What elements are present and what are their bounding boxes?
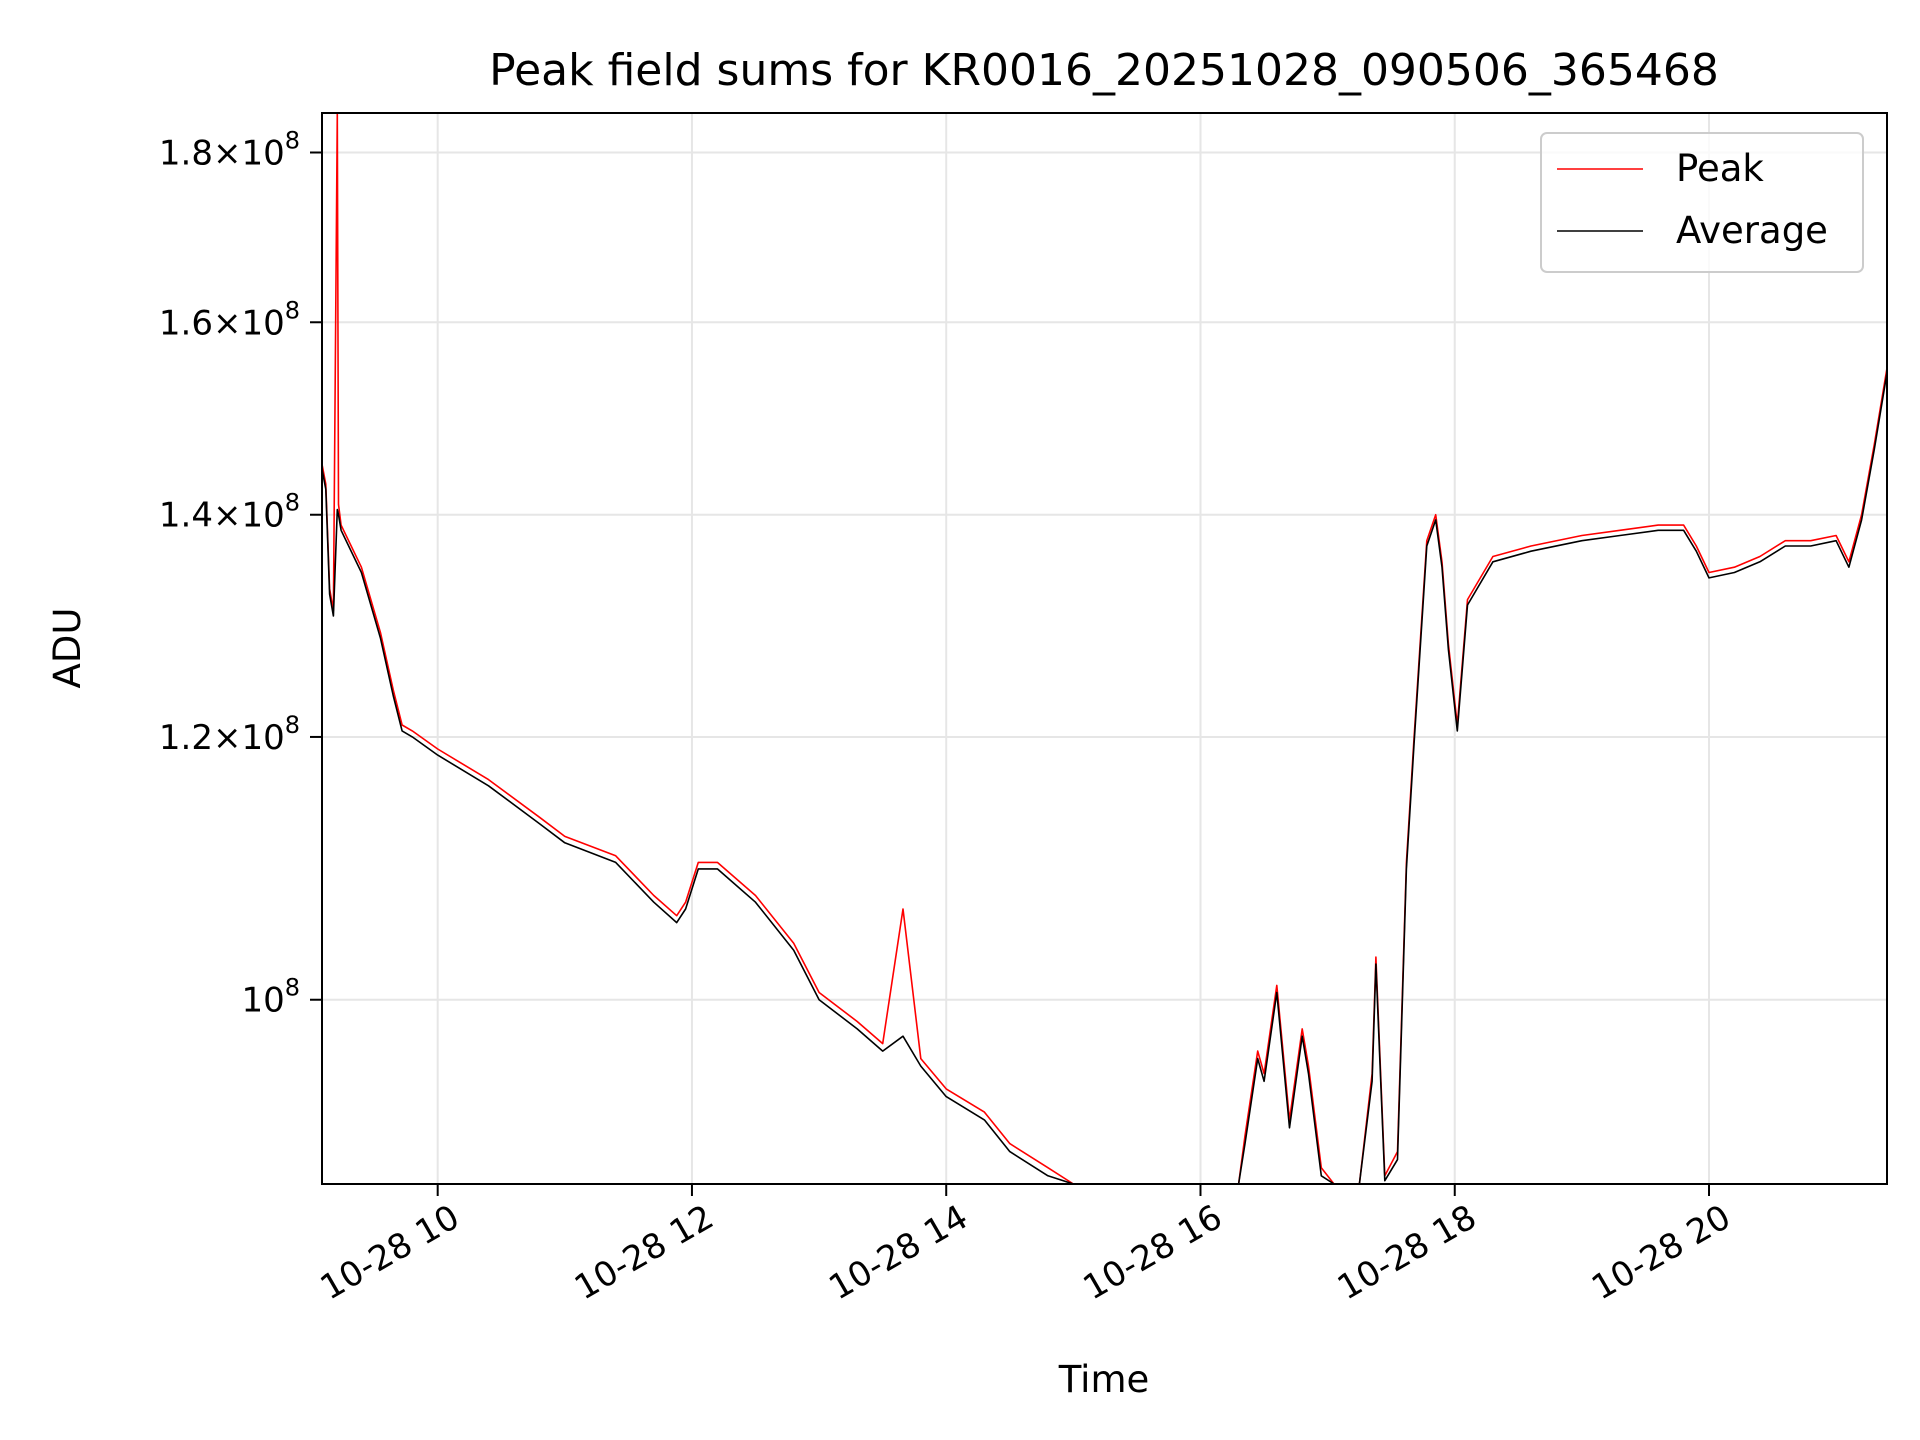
y-tick-mantissa: 1.6 (159, 303, 213, 343)
y-tick-base: 10 (241, 133, 284, 173)
legend-label-average: Average (1676, 209, 1828, 252)
y-tick-exponent: 8 (285, 711, 300, 739)
y-tick-times: × (213, 718, 242, 758)
legend-box (1540, 132, 1864, 273)
chart-title: Peak field sums for KR0016_20251028_0905… (489, 45, 1719, 96)
y-tick-base: 10 (241, 303, 284, 343)
y-tick-base: 10 (241, 718, 284, 758)
y-tick-exponent: 8 (285, 974, 300, 1002)
x-axis-label: Time (1058, 1358, 1150, 1401)
y-tick-base: 10 (241, 496, 284, 536)
y-axis-label: ADU (46, 608, 89, 689)
y-tick-exponent: 8 (285, 296, 300, 324)
y-tick-label: 1.6×108 (159, 296, 300, 343)
y-tick-label: 1.8×108 (159, 126, 300, 173)
y-tick-mantissa: 1.2 (159, 718, 213, 758)
y-tick-exponent: 8 (285, 489, 300, 517)
y-tick-label: 108 (241, 974, 300, 1021)
plot-frame (321, 112, 1888, 1185)
y-tick-times: × (213, 303, 242, 343)
y-tick-times: × (213, 496, 242, 536)
y-tick-exponent: 8 (285, 126, 300, 154)
y-tick-mantissa: 1.8 (159, 133, 213, 173)
y-tick-label: 1.2×108 (159, 711, 300, 758)
y-tick-mantissa: 1.4 (159, 496, 213, 536)
y-tick-base: 10 (241, 981, 284, 1021)
y-tick-times: × (213, 133, 242, 173)
legend: Peak Average (1540, 132, 1864, 273)
y-tick-label: 1.4×108 (159, 489, 300, 536)
legend-label-peak: Peak (1676, 147, 1764, 190)
